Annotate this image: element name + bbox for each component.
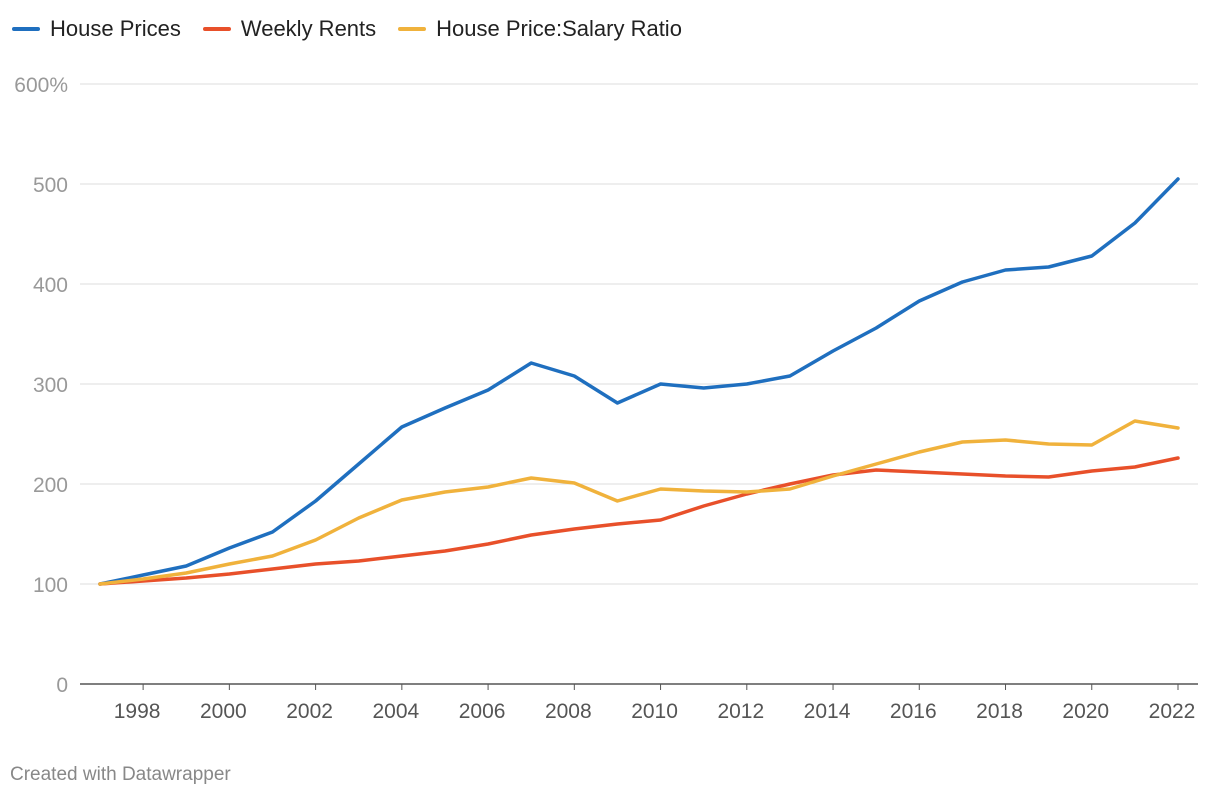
y-tick-label: 600%	[14, 74, 68, 97]
x-tick-label: 2022	[1149, 700, 1196, 723]
x-tick-label: 2004	[372, 700, 419, 723]
x-tick-label: 2006	[459, 700, 506, 723]
x-tick-label: 2010	[631, 700, 678, 723]
legend-swatch-weekly-rents	[202, 27, 231, 31]
x-tick-label: 2018	[976, 700, 1023, 723]
legend-swatch-house-prices	[12, 27, 40, 31]
x-tick-label: 2008	[545, 700, 592, 723]
x-tick-label: 2020	[1062, 700, 1109, 723]
legend-label-house-prices: House Prices	[50, 16, 181, 41]
legend: House Prices Weekly Rents House Price:Sa…	[12, 16, 682, 42]
x-tick-label: 2000	[200, 700, 247, 723]
y-tick-label: 200	[33, 474, 68, 497]
legend-item-salary-ratio[interactable]: House Price:Salary Ratio	[398, 16, 682, 42]
y-tick-label: 100	[33, 574, 68, 597]
legend-label-weekly-rents: Weekly Rents	[240, 16, 377, 41]
x-tick-label: 2016	[890, 700, 937, 723]
legend-swatch-salary-ratio	[398, 27, 427, 31]
x-tick-label: 2014	[804, 700, 851, 723]
series-line-house-price-salary-ratio	[98, 419, 1180, 586]
y-tick-label: 300	[33, 374, 68, 397]
x-tick-label: 2012	[717, 700, 764, 723]
y-tick-label: 400	[33, 274, 68, 297]
x-tick-label: 2002	[286, 700, 333, 723]
y-tick-label: 0	[56, 674, 68, 697]
y-tick-label: 500	[33, 174, 68, 197]
legend-item-house-prices[interactable]: House Prices	[12, 16, 181, 42]
legend-label-salary-ratio: House Price:Salary Ratio	[436, 16, 682, 41]
series-line-house-prices	[98, 177, 1180, 586]
series-line-weekly-rents	[98, 456, 1180, 586]
x-tick-label: 1998	[114, 700, 161, 723]
credit-text: Created with Datawrapper	[10, 764, 231, 785]
legend-item-weekly-rents[interactable]: Weekly Rents	[202, 16, 377, 42]
line-chart: 0 100 200 300 400 500 600% 1998 2000 2002 2004 2006…	[14, 74, 1198, 723]
